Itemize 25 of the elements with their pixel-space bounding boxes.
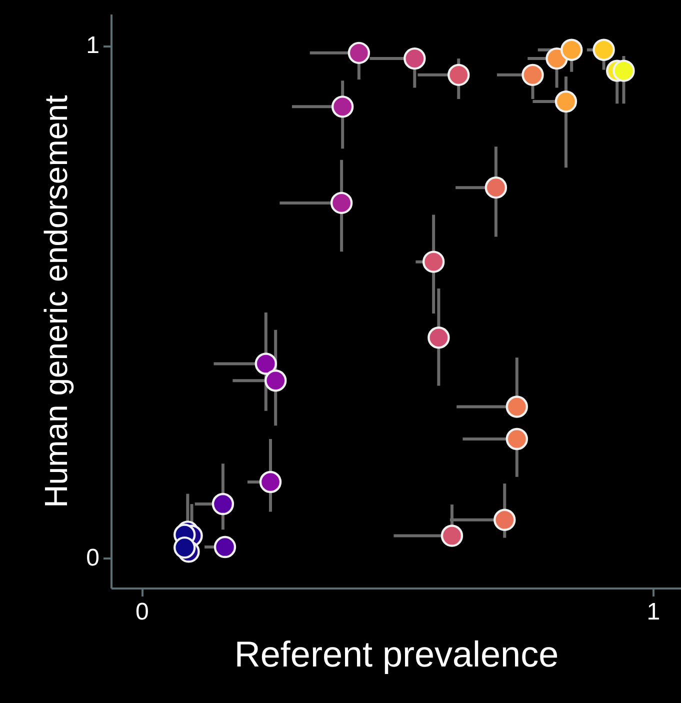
point <box>448 64 470 86</box>
point <box>506 396 528 418</box>
point <box>348 42 370 64</box>
point <box>259 470 282 494</box>
point <box>440 524 464 547</box>
point <box>331 96 354 118</box>
point <box>214 536 236 558</box>
point <box>506 428 528 450</box>
point <box>330 192 353 214</box>
point <box>174 536 196 559</box>
point <box>422 250 445 273</box>
point <box>254 352 277 375</box>
point <box>494 508 516 531</box>
point <box>522 64 544 86</box>
point <box>560 38 583 61</box>
point <box>554 90 578 113</box>
point <box>212 492 234 516</box>
point <box>612 60 635 82</box>
point <box>404 47 426 70</box>
y-axis-title: Human generic endorsement <box>38 95 74 508</box>
x-axis-title: Referent prevalence <box>234 634 559 674</box>
point <box>484 176 508 199</box>
point <box>428 326 450 349</box>
point <box>592 38 615 61</box>
point <box>264 370 287 392</box>
